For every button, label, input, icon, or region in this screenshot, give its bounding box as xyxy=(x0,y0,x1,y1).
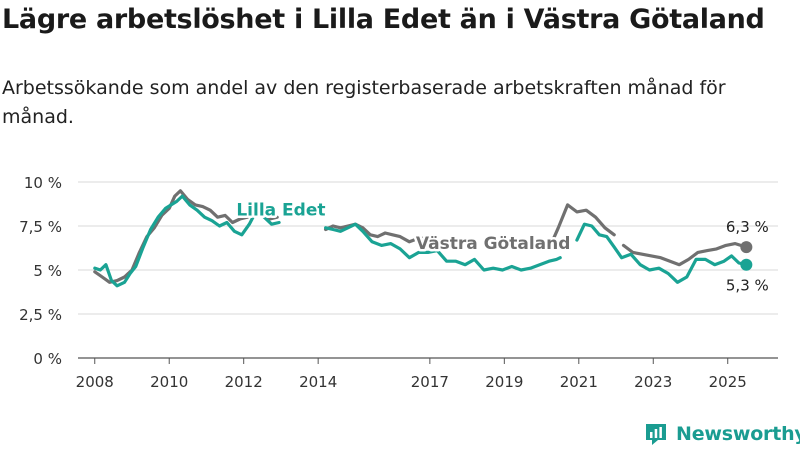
end-point-marker xyxy=(740,258,753,271)
y-tick-label: 2,5 % xyxy=(19,306,62,324)
x-tick-label: 2010 xyxy=(150,373,188,391)
y-tick-label: 10 % xyxy=(24,174,62,192)
brand-name: Newsworthy xyxy=(676,423,800,445)
series-line-lilla-edet xyxy=(324,222,562,272)
series-line-vstra-gtaland xyxy=(93,189,279,284)
x-tick-label: 2019 xyxy=(485,373,523,391)
y-tick-label: 5 % xyxy=(33,262,62,280)
series-line-vstra-gtaland xyxy=(547,203,616,251)
y-tick-label: 7,5 % xyxy=(19,218,62,236)
x-tick-label: 2014 xyxy=(299,373,337,391)
y-tick-label: 0 % xyxy=(33,350,62,368)
series-line-lilla-edet xyxy=(575,222,748,284)
series-line-lilla-edet xyxy=(93,194,281,288)
end-value-label: 6,3 % xyxy=(726,218,769,236)
series-line-vstra-gtaland xyxy=(621,242,748,267)
bar-chart-icon xyxy=(646,424,666,445)
chart-subtitle: Arbetssökande som andel av den registerb… xyxy=(2,77,726,128)
x-tick-label: 2008 xyxy=(76,373,114,391)
end-value-label: 5,3 % xyxy=(726,277,769,295)
chart-title: Lägre arbetslöshet i Lilla Edet än i Väs… xyxy=(2,4,765,35)
series-label: Västra Götaland xyxy=(416,234,571,254)
series-line-vstra-gtaland xyxy=(324,222,437,244)
series-label: Lilla Edet xyxy=(236,200,325,220)
x-tick-label: 2021 xyxy=(560,373,598,391)
x-tick-label: 2023 xyxy=(634,373,672,391)
newsworthy-logo: Newsworthy xyxy=(644,420,800,448)
end-point-marker xyxy=(740,241,753,254)
x-tick-label: 2017 xyxy=(411,373,449,391)
x-tick-label: 2025 xyxy=(709,373,747,391)
x-tick-label: 2012 xyxy=(225,373,263,391)
